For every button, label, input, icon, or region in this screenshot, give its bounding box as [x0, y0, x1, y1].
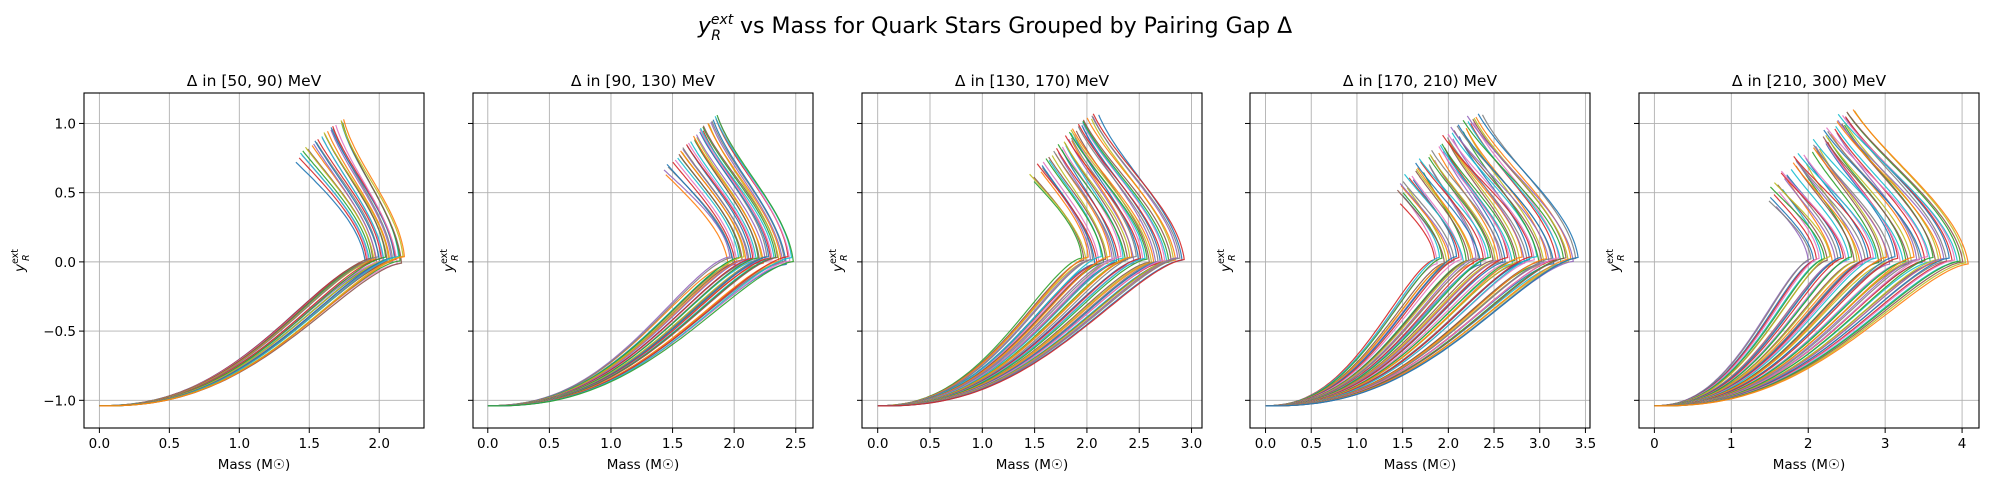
x-axis-label: Mass (M☉) — [607, 457, 680, 473]
x-tick-label: 0.5 — [919, 436, 940, 452]
plot-frame — [1249, 92, 1591, 429]
y-tick-label: −1.0 — [43, 393, 76, 409]
data-curve — [1265, 132, 1538, 407]
x-tick-label: 2.0 — [1076, 436, 1097, 452]
y-tick-label: 0.0 — [55, 255, 76, 271]
x-axis-label: Mass (M☉) — [1384, 457, 1457, 473]
x-tick-label: 2.0 — [1438, 436, 1459, 452]
curve-family — [877, 113, 1185, 407]
panel-title: Δ in [50, 90) MeV — [187, 72, 322, 90]
curve-family — [487, 114, 794, 407]
y-axis-label: yextR — [828, 249, 850, 273]
plot-frame — [1638, 92, 1980, 429]
panel-3: 0.0 0.5 1.0 1.5 2.0 2.5 3.0 Δ in [130, 170) MeV… — [828, 72, 1203, 473]
y-tick-label: −0.5 — [43, 324, 76, 340]
panel-title: Δ in [210, 300) MeV — [1732, 72, 1887, 90]
x-tick-label: 1.5 — [1392, 436, 1413, 452]
data-curve — [1654, 124, 1934, 407]
x-tick-label: 0.5 — [1300, 436, 1321, 452]
y-tick-label: 1.0 — [55, 116, 76, 132]
data-curve — [1265, 192, 1443, 407]
x-tick-label: 0.5 — [159, 436, 180, 452]
data-curve — [99, 123, 400, 407]
x-tick-label: 2.5 — [1128, 436, 1149, 452]
x-tick-label: 1 — [1727, 436, 1736, 452]
x-tick-label: 3.0 — [1181, 436, 1202, 452]
data-curve — [877, 113, 1185, 407]
data-curve — [99, 132, 390, 407]
data-curve — [1654, 109, 1969, 407]
y-axis-label: yextR — [1605, 249, 1627, 273]
x-tick-label: 0.0 — [477, 436, 498, 452]
curve-family — [1654, 109, 1969, 407]
x-tick-label: 2 — [1804, 436, 1813, 452]
panel-1: 0.0 0.5 1.0 1.5 2.0 −1.0 −0.5 0.0 0.5 1.0 Δ in [50… — [10, 72, 425, 473]
x-tick-label: 3 — [1881, 436, 1890, 452]
x-tick-label: 0.0 — [867, 436, 888, 452]
data-curve — [99, 127, 395, 407]
data-curve — [1654, 159, 1866, 407]
data-curve — [1654, 127, 1929, 407]
panel-title: Δ in [130, 170) MeV — [955, 72, 1110, 90]
x-tick-label: 0.5 — [539, 436, 560, 452]
data-curve — [1654, 182, 1831, 407]
x-tick-label: 1.0 — [229, 436, 250, 452]
panel-title: Δ in [90, 130) MeV — [571, 72, 716, 90]
x-axis-label: Mass (M☉) — [1773, 457, 1846, 473]
x-axis-label: Mass (M☉) — [996, 457, 1069, 473]
panel-4: 0.0 0.5 1.0 1.5 2.0 2.5 3.0 3.5 Δ in [170, 210) … — [1216, 72, 1596, 473]
data-curve — [99, 119, 406, 407]
x-tick-label: 2.0 — [368, 436, 389, 452]
y-tick-label: 0.5 — [55, 186, 76, 202]
x-tick-label: 3.0 — [1529, 436, 1550, 452]
panel-2: 0.0 0.5 1.0 1.5 2.0 2.5 Δ in [90, 130) MeV Mass… — [439, 72, 814, 473]
plot-frame — [472, 92, 814, 429]
data-curve — [1265, 139, 1523, 407]
x-tick-label: 0.0 — [89, 436, 110, 452]
curve-family — [1265, 113, 1579, 407]
x-tick-label: 2.5 — [785, 436, 806, 452]
x-tick-label: 0 — [1650, 436, 1659, 452]
data-curve — [877, 159, 1102, 407]
y-axis-label: yextR — [1216, 249, 1238, 273]
x-tick-label: 1.5 — [662, 436, 683, 452]
x-tick-label: 1.0 — [1346, 436, 1367, 452]
x-tick-label: 1.0 — [972, 436, 993, 452]
data-curve — [487, 166, 733, 407]
data-curve — [1265, 175, 1463, 407]
y-axis-label: yextR — [439, 249, 461, 273]
x-tick-label: 1.5 — [1024, 436, 1045, 452]
curve-family — [99, 119, 406, 407]
x-tick-label: 0.0 — [1255, 436, 1276, 452]
x-tick-label: 4 — [1958, 436, 1967, 452]
panel-title: Δ in [170, 210) MeV — [1343, 72, 1498, 90]
x-tick-label: 1.5 — [299, 436, 320, 452]
data-curve — [1265, 113, 1579, 407]
data-curve — [487, 114, 794, 407]
x-tick-label: 2.0 — [723, 436, 744, 452]
plot-frame — [861, 92, 1203, 429]
x-tick-label: 2.5 — [1483, 436, 1504, 452]
data-curve — [1654, 129, 1923, 407]
y-axis-label: yextR — [10, 249, 32, 273]
panel-5: 0 1 2 3 4 Δ in [210, 300) MeV Mass (M☉) yextR — [1605, 72, 1980, 473]
x-tick-label: 1.0 — [600, 436, 621, 452]
figure-title: yext R vs Mass for Quark Stars Grouped by… — [697, 12, 1292, 44]
x-tick-label: 3.5 — [1575, 436, 1596, 452]
plot-frame — [83, 92, 425, 429]
x-axis-label: Mass (M☉) — [218, 457, 291, 473]
